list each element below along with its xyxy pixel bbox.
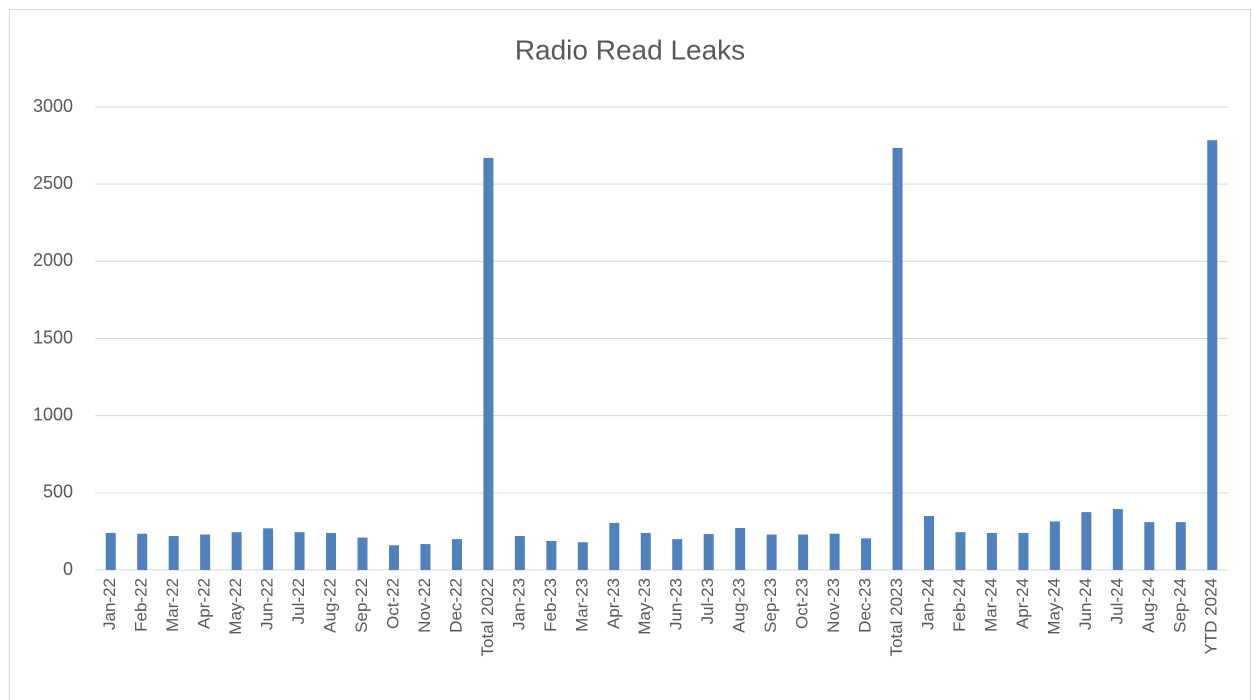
x-tick-label: Jul-22 [289, 578, 308, 624]
chart-title: Radio Read Leaks [515, 34, 745, 65]
x-tick-label: Oct-23 [793, 578, 812, 629]
bar [735, 528, 746, 570]
x-tick-label: Sep-24 [1170, 578, 1189, 633]
bar [483, 157, 494, 570]
x-tick-label: Oct-22 [383, 578, 402, 629]
bar [1049, 521, 1060, 570]
x-tick-label: Total 2022 [478, 578, 497, 656]
x-tick-label: Mar-24 [981, 578, 1000, 632]
x-tick-label: Dec-23 [856, 578, 875, 633]
x-tick-label: Mar-22 [163, 578, 182, 632]
x-tick-label: May-22 [226, 578, 245, 635]
bar [294, 532, 305, 570]
x-tick-label: Nov-23 [824, 578, 843, 633]
x-tick-label: Jan-22 [100, 578, 119, 630]
bar [640, 532, 651, 570]
bar [546, 540, 557, 570]
bar [105, 532, 116, 570]
x-tick-label: Aug-24 [1139, 578, 1158, 633]
bar [231, 532, 242, 570]
bar [326, 532, 337, 570]
bar [1018, 532, 1029, 570]
y-tick-label: 500 [43, 482, 73, 502]
x-tick-label: Jan-23 [509, 578, 528, 630]
y-tick-label: 2000 [33, 250, 73, 270]
bar [955, 532, 966, 570]
bar [263, 528, 274, 570]
x-tick-label: Jan-24 [918, 578, 937, 630]
x-tick-label: Nov-22 [415, 578, 434, 633]
y-tick-label: 0 [63, 559, 73, 579]
bar [892, 147, 903, 571]
x-tick-label: Apr-22 [195, 578, 214, 629]
x-tick-label: Feb-22 [132, 578, 151, 632]
x-tick-label: Feb-24 [950, 578, 969, 632]
bar [451, 539, 462, 570]
x-tick-label: Dec-22 [446, 578, 465, 633]
bar [420, 544, 431, 570]
x-tick-label: Feb-23 [541, 578, 560, 632]
y-tick-label: 3000 [33, 96, 73, 116]
bar [1144, 522, 1155, 570]
y-tick-label: 2500 [33, 173, 73, 193]
bar [1112, 509, 1123, 570]
x-tick-label: May-23 [635, 578, 654, 635]
x-tick-label: Aug-23 [730, 578, 749, 633]
x-tick-label: Sep-23 [761, 578, 780, 633]
bar [514, 536, 525, 570]
bar [672, 539, 683, 570]
y-tick-label: 1500 [33, 327, 73, 347]
bar [986, 532, 997, 570]
bar [388, 545, 399, 570]
x-tick-label: May-24 [1044, 578, 1063, 635]
bar [703, 534, 714, 570]
x-tick-label: YTD 2024 [1202, 578, 1221, 655]
bar [924, 515, 935, 570]
bar [137, 533, 148, 570]
bar [1081, 512, 1092, 570]
x-tick-label: Jun-23 [667, 578, 686, 630]
x-tick-label: Jun-22 [258, 578, 277, 630]
x-tick-label: Jul-24 [1107, 578, 1126, 624]
bar [200, 534, 211, 570]
x-tick-label: Jun-24 [1076, 578, 1095, 630]
x-tick-label: Aug-22 [321, 578, 340, 633]
y-tick-label: 1000 [33, 404, 73, 424]
bar [798, 534, 809, 570]
bar [861, 538, 872, 570]
bar [1207, 140, 1218, 570]
bar [1175, 522, 1186, 570]
bar [829, 533, 840, 570]
x-tick-label: Apr-24 [1013, 578, 1032, 629]
chart-border [9, 9, 1251, 700]
x-tick-label: Apr-23 [604, 578, 623, 629]
x-tick-label: Sep-22 [352, 578, 371, 633]
bar [766, 534, 777, 570]
x-tick-label: Jul-23 [698, 578, 717, 624]
bar [609, 522, 620, 570]
bar [357, 537, 368, 570]
x-tick-label: Total 2023 [887, 578, 906, 656]
bar [577, 542, 588, 570]
x-tick-label: Mar-23 [572, 578, 591, 632]
bar [168, 536, 179, 570]
